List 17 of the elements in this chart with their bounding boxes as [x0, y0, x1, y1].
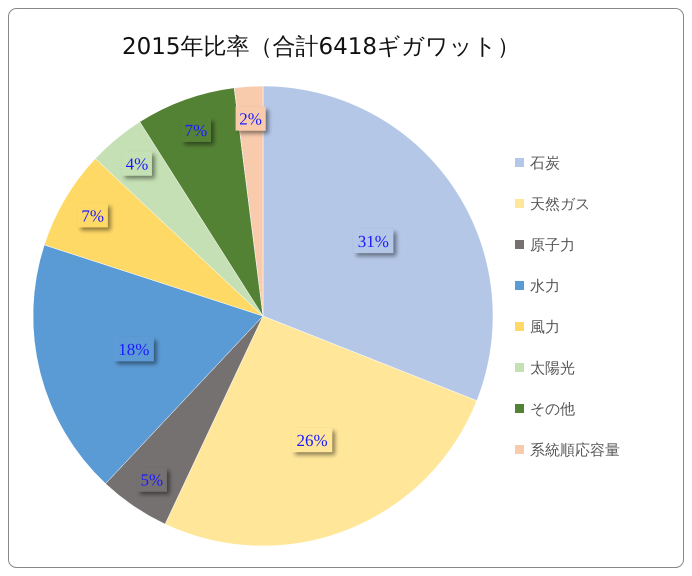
data-label: 4%: [126, 154, 148, 174]
data-label: 26%: [296, 431, 328, 450]
data-label: 5%: [140, 470, 164, 490]
chart-title: 2015年比率（合計6418ギガワット）: [122, 34, 520, 60]
legend-label: 系統順応容量: [530, 441, 620, 459]
legend-label: 原子力: [530, 236, 575, 254]
legend-label: 石炭: [530, 154, 560, 172]
data-label: 7%: [184, 120, 208, 140]
data-label: 31%: [358, 232, 389, 252]
legend-label: 風力: [530, 318, 560, 336]
data-label: 2%: [239, 110, 262, 129]
legend-label: 天然ガス: [530, 195, 590, 213]
data-label: 7%: [81, 206, 104, 226]
legend-label: 水力: [530, 277, 560, 295]
legend-label: その他: [530, 400, 575, 418]
data-label: 18%: [118, 340, 150, 360]
legend-label: 太陽光: [530, 359, 575, 377]
